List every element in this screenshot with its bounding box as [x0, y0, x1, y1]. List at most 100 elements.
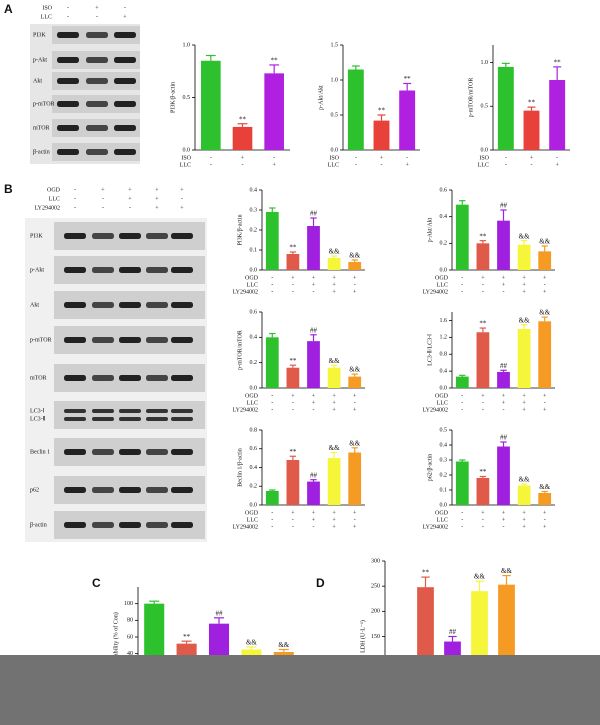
bar [455, 461, 469, 505]
y-tick-label: 0.3 [250, 207, 258, 213]
condition-sign: - [181, 196, 183, 202]
blot-label: p-mTOR [33, 101, 55, 107]
condition-name: ISO [181, 155, 191, 161]
bar [264, 73, 284, 150]
condition-sign: - [544, 400, 546, 406]
annotation: && [539, 238, 550, 246]
condition-name: LY294002 [233, 289, 258, 295]
bar [476, 478, 490, 505]
blot-band [119, 417, 141, 421]
blot-band [64, 337, 86, 343]
condition-sign: - [102, 205, 104, 211]
y-tick-label: 300 [371, 558, 380, 564]
bar [307, 481, 320, 505]
annotation: ** [289, 448, 297, 456]
y-tick-label: 0.4 [440, 214, 448, 220]
condition-sign: + [155, 187, 159, 193]
y-tick-label: 1.5 [331, 42, 339, 48]
condition-sign: + [502, 517, 506, 523]
condition-name: LY294002 [423, 289, 448, 295]
condition-sign: - [129, 205, 131, 211]
condition-sign: + [353, 407, 357, 413]
blot-band [171, 417, 193, 421]
y-axis-label: p-Akt/Akt [427, 217, 433, 242]
blot-label: mTOR [33, 125, 50, 131]
condition-name: ISO [479, 155, 489, 161]
condition-sign: - [482, 407, 484, 413]
y-tick-label: 1.0 [183, 42, 191, 48]
condition-sign: - [67, 14, 69, 20]
y-tick-label: 0.0 [250, 502, 258, 508]
condition-sign: - [482, 289, 484, 295]
blot-strip [54, 401, 205, 429]
blot-band [171, 449, 193, 455]
blot-band [86, 78, 108, 84]
condition-name: LLC [478, 162, 489, 168]
annotation: && [539, 483, 550, 491]
y-axis-label: PI3K/β-actin [170, 82, 176, 113]
condition-sign: + [101, 187, 105, 193]
condition-sign: + [155, 196, 159, 202]
blot-label: LC3-Ⅰ [30, 408, 45, 414]
condition-name: LLC [49, 196, 60, 202]
bar [523, 110, 540, 150]
annotation: ## [500, 362, 508, 370]
blot-band [64, 375, 86, 381]
y-tick-label: 0.0 [250, 385, 258, 391]
condition-sign: + [522, 524, 526, 530]
bar [497, 371, 510, 388]
condition-sign: + [353, 289, 357, 295]
condition-sign: + [312, 393, 316, 399]
annotation: && [501, 567, 512, 575]
blot-band [119, 337, 141, 343]
blot-label: Akt [30, 302, 39, 308]
condition-sign: + [502, 393, 506, 399]
blot-band [92, 233, 114, 239]
blot-band [171, 267, 193, 273]
condition-sign: + [332, 407, 336, 413]
condition-sign: + [312, 517, 316, 523]
blot-band [92, 409, 114, 413]
y-tick-label: 0.6 [250, 446, 258, 452]
blot-band [57, 78, 79, 84]
condition-sign: - [124, 5, 126, 11]
blot-band [146, 233, 168, 239]
annotation: ** [528, 99, 536, 107]
blot-band [146, 449, 168, 455]
condition-name: LY294002 [35, 205, 60, 211]
bar [497, 66, 514, 150]
y-tick-label: 0.1 [250, 247, 258, 253]
condition-sign: + [241, 155, 245, 161]
blot-band [171, 522, 193, 528]
bar [201, 60, 221, 150]
annotation: ** [183, 633, 191, 641]
y-tick-label: 0.5 [481, 104, 489, 110]
condition-sign: + [502, 282, 506, 288]
annotation: && [519, 316, 530, 324]
condition-sign: - [271, 393, 273, 399]
annotation: ** [479, 232, 487, 240]
condition-sign: - [292, 400, 294, 406]
annotation: ** [422, 569, 430, 577]
bar [373, 120, 390, 150]
condition-sign: - [531, 162, 533, 168]
panel-label: D [316, 576, 325, 590]
condition-sign: + [380, 155, 384, 161]
condition-name: LLC [437, 517, 448, 523]
y-tick-label: 0.5 [331, 112, 339, 118]
bar [265, 490, 279, 505]
y-tick-label: 1.0 [331, 77, 339, 83]
blot-label: PI3K [30, 233, 43, 239]
blot-label: β-actin [30, 522, 47, 528]
condition-sign: + [502, 510, 506, 516]
y-axis-label: p62/β-actin [427, 454, 433, 481]
condition-sign: + [353, 524, 357, 530]
y-tick-label: 0.4 [250, 465, 258, 471]
blot-band [64, 267, 86, 273]
y-axis-label: p-mTOR/mTOR [237, 330, 243, 370]
annotation: && [329, 444, 340, 452]
condition-sign: + [332, 510, 336, 516]
bar [455, 376, 469, 388]
condition-sign: - [74, 187, 76, 193]
y-axis-label: Viability (% of Con) [112, 612, 119, 661]
